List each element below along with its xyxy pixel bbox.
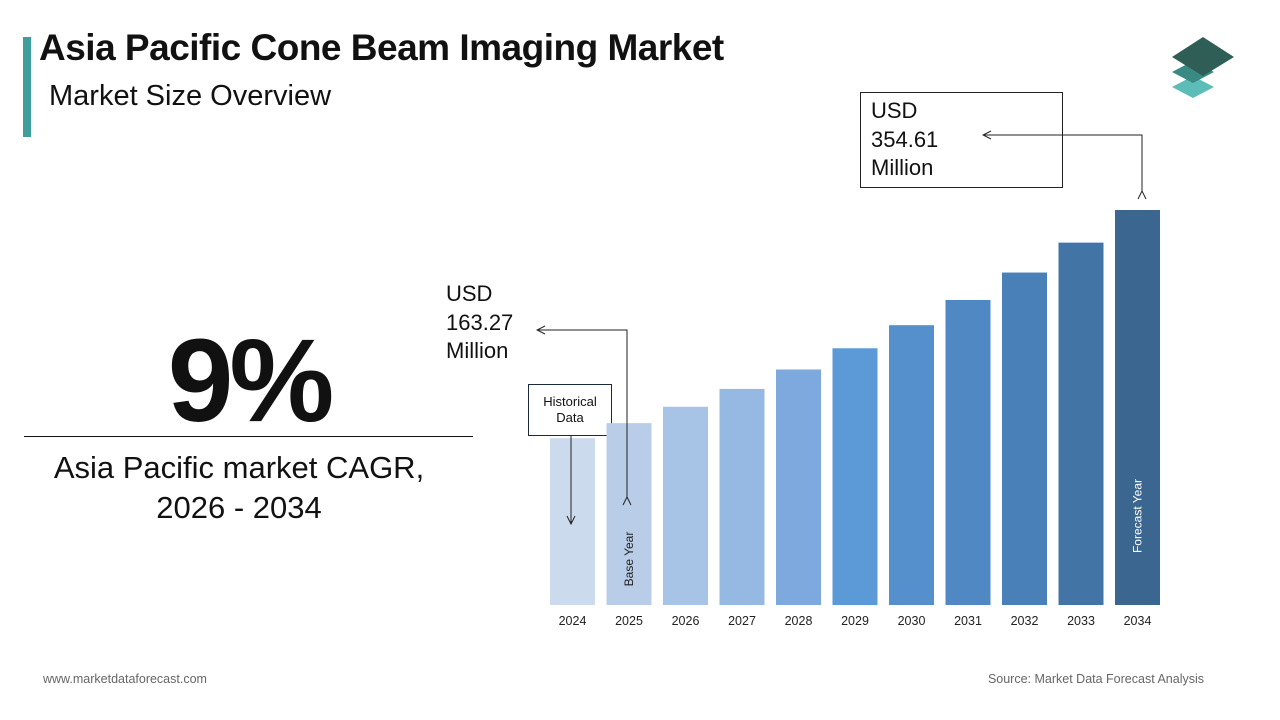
title-accent-bar [23, 37, 31, 137]
start-callout-arrow [537, 330, 627, 497]
x-tick-label-2029: 2029 [841, 614, 869, 628]
x-tick-label-2030: 2030 [898, 614, 926, 628]
start-value-amount: 163.27 [446, 309, 514, 335]
start-value-currency: USD [446, 281, 493, 306]
bar-2026 [663, 406, 708, 605]
stacked-layers-icon [1172, 37, 1234, 98]
cagr-label-line1: Asia Pacific market CAGR, [53, 450, 425, 485]
x-tick-label-2025: 2025 [615, 614, 643, 628]
end-value-currency: USD [871, 98, 918, 123]
forecast-year-label: Forecast Year [1131, 479, 1145, 553]
x-tick-label-2031: 2031 [954, 614, 982, 628]
end-value-unit: Million [871, 155, 934, 180]
bar-2030 [889, 325, 934, 605]
source-note: Source: Market Data Forecast Analysis [987, 672, 1204, 686]
website-url: www.marketdataforecast.com [43, 672, 207, 686]
bar-2029 [832, 348, 878, 605]
bar-2032 [1002, 272, 1047, 605]
start-value-callout: USD 163.27 Million [446, 280, 513, 366]
x-tick-label-2032: 2032 [1011, 614, 1039, 628]
bar-2031 [945, 299, 991, 605]
x-tick-label-2028: 2028 [785, 614, 813, 628]
bar-2034 [1115, 210, 1160, 605]
end-value-callout: USD 354.61 Million [860, 92, 1063, 188]
cagr-value: 9% [167, 315, 335, 447]
page-title: Asia Pacific Cone Beam Imaging Market [39, 27, 724, 68]
cagr-divider [24, 436, 473, 437]
x-tick-label-2027: 2027 [728, 614, 756, 628]
bar-2024 [550, 438, 595, 605]
bar-2028 [776, 369, 821, 605]
x-tick-label-2026: 2026 [672, 614, 700, 628]
cagr-label-line2: 2026 - 2034 [156, 490, 322, 525]
base-year-label: Base Year [622, 532, 636, 587]
page-subtitle: Market Size Overview [49, 80, 332, 112]
cagr-label: Asia Pacific market CAGR, 2026 - 2034 [24, 448, 454, 528]
end-value-amount: 354.61 [871, 126, 939, 152]
bar-2033 [1058, 242, 1104, 605]
x-tick-label-2034: 2034 [1124, 614, 1152, 628]
start-value-unit: Million [446, 338, 509, 363]
x-tick-label-2024: 2024 [559, 614, 587, 628]
x-tick-label-2033: 2033 [1067, 614, 1095, 628]
bar-2027 [719, 388, 765, 605]
end-callout-arrow [983, 135, 1142, 191]
